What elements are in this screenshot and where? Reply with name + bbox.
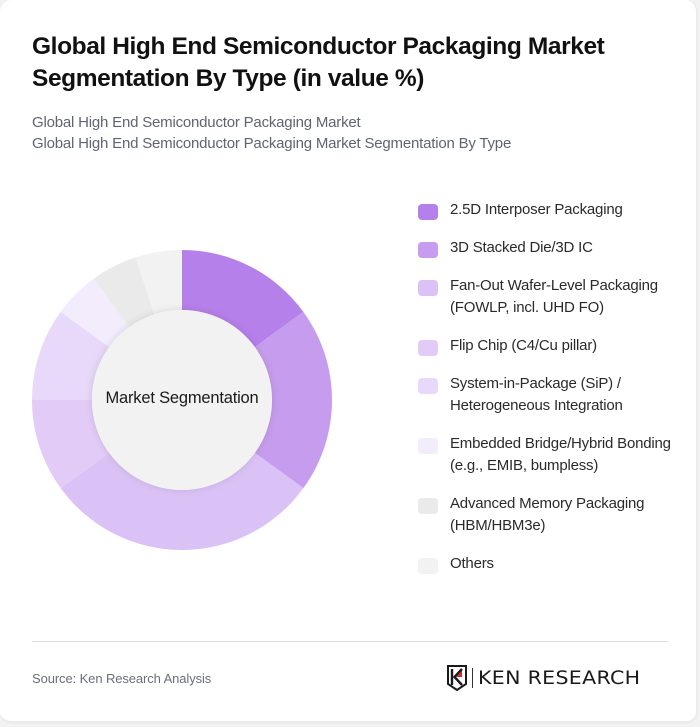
donut-chart [30, 248, 334, 552]
legend-item-others[interactable]: Others [418, 553, 678, 575]
subtitle-line-1: Global High End Semiconductor Packaging … [32, 114, 361, 131]
donut-slice[interactable] [254, 311, 332, 489]
source-note: Source: Ken Research Analysis [32, 671, 212, 686]
footer-divider [32, 641, 668, 642]
legend-label: System-in-Package (SiP) / Heterogeneous … [450, 375, 623, 414]
legend-swatch-icon [418, 438, 438, 454]
legend-swatch-icon [418, 242, 438, 258]
legend-label: 2.5D Interposer Packaging [450, 201, 623, 218]
legend-label: Advanced Memory Packaging (HBM/HBM3e) [450, 495, 645, 534]
donut-slice[interactable] [93, 257, 155, 328]
legend-swatch-icon [418, 378, 438, 394]
legend-item-sip[interactable]: System-in-Package (SiP) / Heterogeneous … [418, 373, 655, 417]
logo-text: KEN RESEARCH [478, 667, 641, 689]
legend-swatch-icon [418, 204, 438, 220]
donut-slice[interactable] [60, 452, 304, 550]
ken-research-shield-icon [447, 665, 467, 691]
legend-swatch-icon [418, 280, 438, 296]
legend-label: Others [450, 555, 494, 572]
donut-slice[interactable] [60, 278, 130, 348]
donut-slice[interactable] [32, 400, 110, 489]
ken-research-logo: KEN RESEARCH [447, 665, 640, 691]
donut-slices [32, 250, 332, 550]
legend-item-advanced-memory[interactable]: Advanced Memory Packaging (HBM/HBM3e) [418, 493, 680, 537]
subtitle-line-2: Global High End Semiconductor Packaging … [32, 135, 512, 152]
donut-hole [92, 310, 272, 490]
donut-slice[interactable] [135, 250, 182, 315]
donut-center-label: Market Segmentation [105, 389, 259, 407]
donut-chart-svg [32, 250, 332, 550]
donut-slice[interactable] [32, 311, 110, 400]
legend-swatch-icon [418, 340, 438, 356]
legend-label: Fan-Out Wafer-Level Packaging (FOWLP, in… [450, 277, 658, 316]
legend-swatch-icon [418, 498, 438, 514]
legend-swatch-icon [418, 558, 438, 574]
chart-subtitle: Global High End Semiconductor Packaging … [32, 112, 511, 154]
chart-title: Global High End Semiconductor Packaging … [32, 33, 605, 92]
legend-label: Embedded Bridge/Hybrid Bonding (e.g., EM… [450, 435, 671, 474]
legend-label: Flip Chip (C4/Cu pillar) [450, 337, 597, 354]
legend-item-flip-chip[interactable]: Flip Chip (C4/Cu pillar) [418, 335, 678, 357]
legend-item-fowlp[interactable]: Fan-Out Wafer-Level Packaging (FOWLP, in… [418, 275, 665, 319]
chart-legend: 2.5D Interposer Packaging 3D Stacked Die… [418, 199, 678, 575]
legend-item-3d-stacked-die[interactable]: 3D Stacked Die/3D IC [418, 237, 678, 259]
legend-item-2-5d-interposer[interactable]: 2.5D Interposer Packaging [418, 199, 678, 221]
logo-divider [472, 668, 473, 688]
donut-slice[interactable] [182, 250, 304, 348]
legend-item-embedded-bridge[interactable]: Embedded Bridge/Hybrid Bonding (e.g., EM… [418, 433, 680, 477]
legend-label: 3D Stacked Die/3D IC [450, 239, 593, 256]
